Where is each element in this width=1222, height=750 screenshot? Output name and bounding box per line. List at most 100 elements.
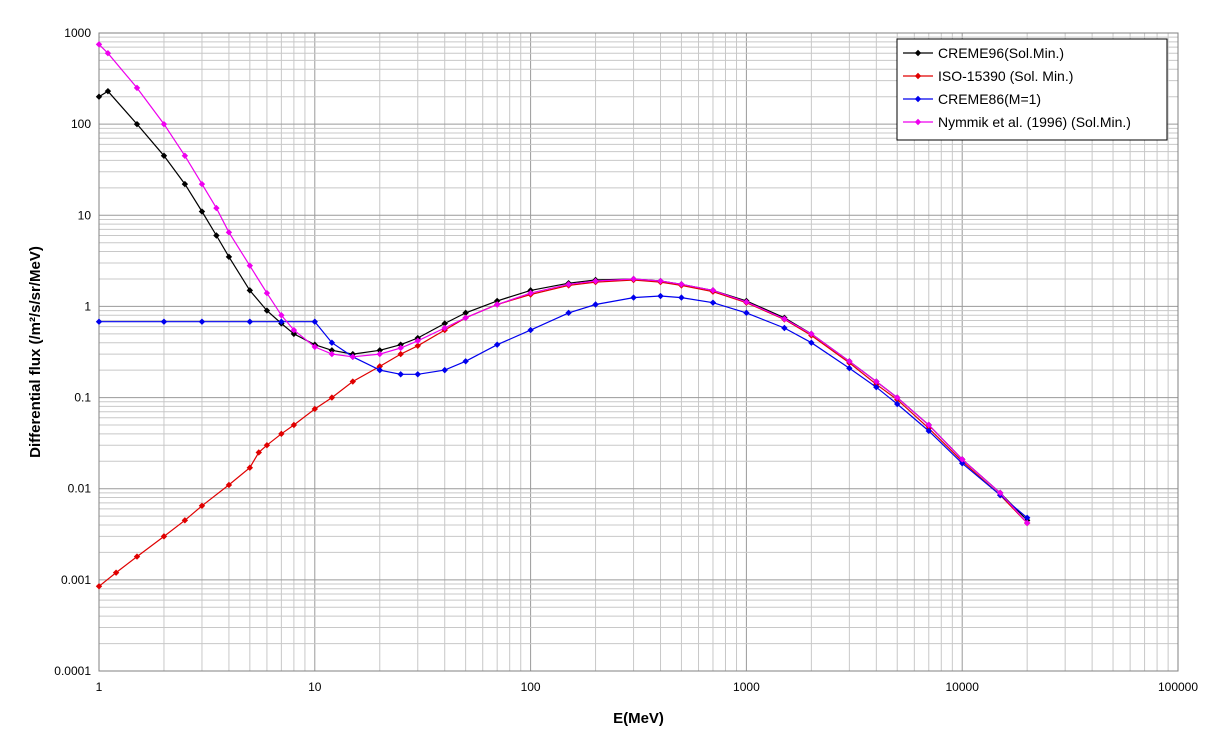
data-point	[657, 277, 664, 285]
data-point	[104, 50, 112, 57]
data-point	[376, 366, 383, 374]
data-point	[198, 180, 206, 188]
legend-label: CREME86(M=1)	[938, 91, 1041, 107]
data-point	[376, 363, 383, 370]
data-point	[225, 253, 233, 261]
data-point	[565, 309, 572, 317]
plot-area	[98, 32, 1179, 672]
data-point	[376, 347, 383, 354]
data-point	[397, 341, 404, 348]
data-point	[894, 400, 901, 408]
data-point	[462, 314, 469, 322]
data-point	[198, 502, 206, 509]
data-point	[133, 553, 141, 560]
data-point	[311, 318, 318, 325]
data-point	[781, 324, 788, 332]
data-point	[160, 318, 168, 325]
series-line	[98, 43, 1028, 524]
data-point	[959, 460, 966, 467]
data-point	[160, 152, 168, 159]
data-point	[781, 315, 788, 323]
data-point	[278, 312, 285, 319]
data-point	[493, 297, 501, 305]
data-point	[104, 87, 112, 95]
x-axis-title: E(MeV)	[613, 710, 664, 727]
data-point	[328, 394, 336, 401]
data-point	[846, 365, 853, 372]
data-point	[112, 569, 120, 576]
data-point	[311, 343, 318, 351]
data-point	[441, 324, 448, 332]
data-point	[95, 583, 103, 590]
data-point	[678, 281, 685, 288]
data-point	[181, 517, 189, 524]
data-point	[441, 320, 448, 327]
data-point	[133, 120, 141, 128]
data-point	[290, 421, 298, 429]
data-point	[198, 318, 206, 325]
data-point	[246, 464, 254, 471]
data-point	[95, 318, 103, 325]
data-point	[263, 289, 271, 297]
data-point	[328, 350, 336, 358]
data-point	[397, 371, 404, 378]
data-point	[493, 301, 501, 308]
legend: CREME96(Sol.Min.) ISO-15390 (Sol. Min.) CR…	[896, 38, 1168, 141]
data-point	[527, 326, 534, 334]
data-point	[397, 350, 404, 358]
data-point	[959, 456, 966, 463]
data-point	[246, 318, 254, 325]
data-point	[160, 533, 168, 540]
series-4	[95, 41, 1031, 527]
data-point	[349, 353, 357, 361]
y-axis-ticks: 0.0001 0.001 0.01 0.1 1 10 100 1000	[54, 26, 91, 678]
legend-label: Nymmik et al. (1996) (Sol.Min.)	[938, 114, 1131, 130]
legend-swatch-marker	[914, 49, 922, 57]
y-tick-label: 100	[71, 117, 91, 131]
data-point	[462, 309, 469, 317]
x-tick-label: 10000	[946, 680, 980, 694]
data-point	[255, 449, 262, 456]
y-tick-label: 0.01	[68, 482, 92, 496]
data-point	[328, 339, 336, 346]
data-point	[414, 337, 421, 344]
data-point	[678, 294, 685, 301]
data-point	[376, 350, 383, 358]
data-point	[133, 84, 141, 92]
data-point	[873, 378, 880, 385]
legend-item: ISO-15390 (Sol. Min.)	[903, 68, 1073, 84]
x-tick-label: 10	[308, 680, 322, 694]
legend-item: CREME86(M=1)	[903, 91, 1041, 107]
data-point	[657, 292, 664, 300]
legend-swatch-marker	[914, 118, 922, 126]
data-point	[225, 481, 233, 489]
data-point	[527, 289, 534, 297]
data-point	[95, 41, 103, 48]
data-point	[263, 442, 271, 449]
y-tick-label: 1	[84, 299, 91, 313]
data-point	[743, 309, 750, 317]
series-layer	[95, 41, 1031, 590]
data-point	[873, 383, 880, 391]
data-point	[846, 358, 853, 365]
data-point	[349, 378, 357, 385]
legend-swatch-marker	[914, 95, 922, 103]
data-point	[709, 287, 717, 294]
data-point	[630, 294, 637, 301]
data-point	[328, 347, 336, 354]
y-tick-label: 0.0001	[54, 664, 91, 678]
x-axis-ticks: 1 10 100 1000 10000 100000	[96, 680, 1199, 694]
data-point	[160, 120, 168, 128]
y-tick-label: 0.1	[74, 391, 91, 405]
grid	[98, 33, 1178, 672]
y-tick-label: 10	[78, 208, 92, 222]
data-point	[709, 299, 717, 306]
x-tick-label: 100000	[1158, 680, 1198, 694]
legend-item: CREME96(Sol.Min.)	[903, 45, 1064, 61]
data-point	[397, 344, 404, 352]
data-point	[997, 489, 1004, 497]
data-point	[462, 358, 469, 365]
data-point	[1023, 514, 1031, 521]
data-point	[95, 93, 103, 100]
